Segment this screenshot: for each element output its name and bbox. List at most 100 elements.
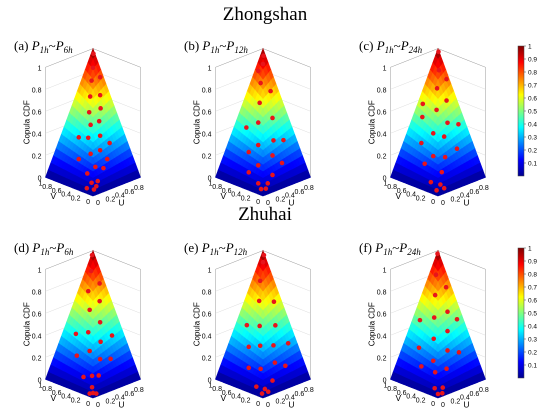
z-tick-label: 0.6 bbox=[377, 109, 387, 116]
v-tick-label: 0.6 bbox=[52, 188, 62, 195]
data-point bbox=[89, 384, 95, 390]
data-point bbox=[436, 49, 441, 55]
data-point bbox=[285, 340, 291, 346]
data-point bbox=[433, 272, 439, 278]
data-point bbox=[258, 80, 263, 86]
data-point bbox=[257, 323, 262, 329]
v-tick-label: 0.8 bbox=[387, 184, 397, 191]
z-tick-label: 0.6 bbox=[32, 109, 42, 116]
row-title-zhuhai: Zhuhai bbox=[238, 204, 292, 225]
z-axis: 0 0.2 0.4 0.6 0.8 1 Copula CDF bbox=[367, 65, 386, 182]
data-points bbox=[76, 51, 112, 192]
z-tick-label: 0 bbox=[38, 377, 42, 384]
data-point bbox=[260, 61, 266, 67]
u-tick-label: 0.6 bbox=[470, 391, 480, 398]
v-tick-label: 0.8 bbox=[387, 386, 397, 393]
u-axis-label: U bbox=[118, 198, 124, 208]
z-tick-label: 0 bbox=[38, 175, 42, 182]
data-point bbox=[271, 343, 276, 348]
v-tick-label: 0 bbox=[256, 401, 260, 408]
data-point bbox=[265, 389, 271, 395]
data-point bbox=[94, 391, 99, 396]
data-point bbox=[262, 386, 268, 392]
v-tick-label: 0.4 bbox=[231, 192, 241, 199]
v-axis: 0 0.20.40.60.81V bbox=[384, 180, 436, 206]
data-point bbox=[98, 106, 103, 111]
data-point bbox=[97, 281, 102, 286]
data-point bbox=[257, 343, 263, 349]
data-point bbox=[244, 125, 249, 130]
data-point bbox=[73, 331, 79, 337]
v-axis-label: V bbox=[50, 191, 56, 201]
copula-surface bbox=[215, 249, 311, 399]
data-point bbox=[270, 153, 275, 158]
data-point bbox=[434, 107, 439, 113]
u-tick-label: 0.6 bbox=[125, 391, 135, 398]
data-point bbox=[257, 100, 262, 106]
v-tick-label: 0.4 bbox=[231, 394, 241, 401]
z-axis: 0 0.2 0.4 0.6 0.8 1 Copula CDF bbox=[367, 267, 386, 384]
colorbar-tick-label: 0.5 bbox=[528, 311, 537, 318]
v-tick-label: 0.6 bbox=[397, 390, 407, 397]
data-point bbox=[96, 118, 102, 124]
u-axis-label: U bbox=[288, 198, 294, 208]
u-tick-label: 0.2 bbox=[276, 196, 286, 203]
u-tick-label: 0 bbox=[441, 402, 445, 408]
z-tick-label: 1 bbox=[38, 267, 42, 274]
data-points bbox=[244, 252, 291, 396]
data-point bbox=[271, 299, 277, 305]
data-point bbox=[435, 251, 440, 257]
data-point bbox=[420, 101, 426, 107]
v-axis: 0 0.20.40.60.81V bbox=[209, 180, 261, 206]
v-tick-label: 0 bbox=[431, 199, 435, 206]
data-point bbox=[246, 344, 252, 350]
colorbar-tick-label: 0.1 bbox=[528, 161, 537, 168]
data-points bbox=[244, 53, 286, 192]
data-point bbox=[434, 86, 440, 91]
data-point bbox=[268, 88, 273, 94]
v-tick-label: 1 bbox=[39, 382, 43, 389]
data-point bbox=[98, 339, 103, 345]
data-point bbox=[104, 156, 110, 162]
panel-label: (e) P1h~P12h bbox=[184, 240, 248, 257]
data-point bbox=[85, 135, 91, 141]
data-point bbox=[419, 364, 424, 369]
v-tick-label: 0 bbox=[86, 199, 90, 206]
z-axis-label: Copula CDF bbox=[192, 302, 201, 346]
data-point bbox=[419, 140, 424, 146]
z-tick-label: 1 bbox=[38, 65, 42, 72]
v-tick-label: 1 bbox=[209, 180, 213, 187]
colorbar-tick-label: 0.3 bbox=[528, 135, 537, 142]
data-point bbox=[97, 133, 103, 139]
data-point bbox=[88, 122, 93, 128]
colorbar-tick-label: 0.4 bbox=[528, 122, 537, 129]
v-tick-label: 0.2 bbox=[241, 195, 251, 202]
colorbar-tick-label: 1 bbox=[528, 246, 532, 253]
v-tick-label: 0.2 bbox=[71, 195, 81, 202]
data-point bbox=[96, 373, 102, 378]
copula-surface bbox=[45, 47, 141, 197]
data-point bbox=[445, 328, 450, 334]
data-points bbox=[416, 251, 462, 397]
data-point bbox=[101, 165, 106, 171]
u-tick-label: 0.4 bbox=[115, 193, 125, 200]
data-point bbox=[454, 316, 460, 322]
u-tick-label: 0.6 bbox=[295, 189, 305, 196]
z-axis: 0 0.2 0.4 0.6 0.8 1 Copula CDF bbox=[192, 267, 211, 384]
data-point bbox=[438, 182, 443, 187]
colorbar-tick-label: 0.2 bbox=[528, 350, 537, 357]
u-tick-label: 0.8 bbox=[304, 387, 314, 394]
z-tick-label: 0.8 bbox=[202, 87, 212, 94]
v-axis-label: V bbox=[220, 191, 226, 201]
data-point bbox=[93, 164, 98, 170]
u-tick-label: 0.8 bbox=[479, 387, 489, 394]
panel-label: (f) P1h~P24h bbox=[359, 240, 421, 257]
z-tick-label: 0.4 bbox=[202, 333, 212, 340]
z-axis: 0 0.2 0.4 0.6 0.8 1 Copula CDF bbox=[22, 65, 41, 182]
data-point bbox=[444, 366, 449, 372]
data-point bbox=[441, 185, 447, 191]
v-axis-label: V bbox=[50, 393, 56, 403]
surface-patch bbox=[259, 189, 267, 197]
data-point bbox=[87, 307, 92, 313]
